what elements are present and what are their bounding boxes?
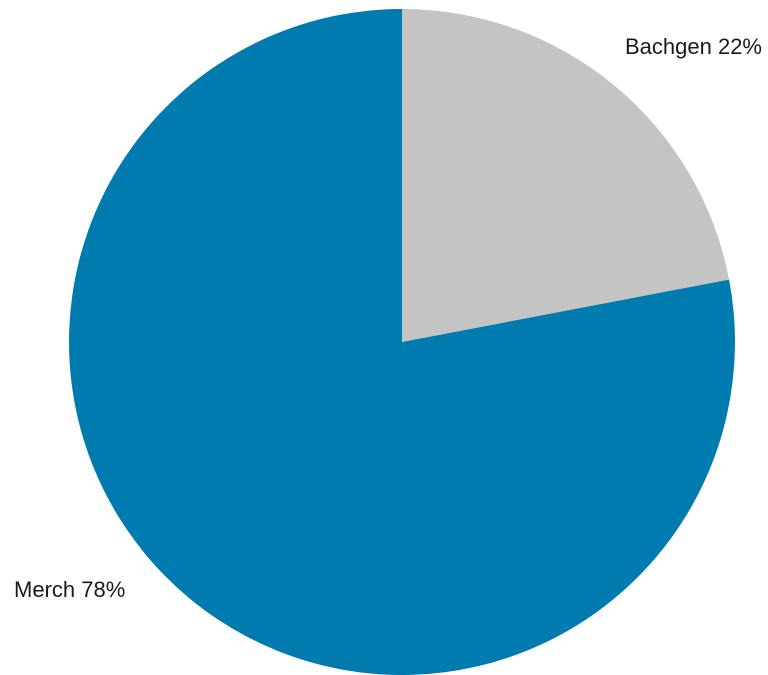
slice-label-merch: Merch 78% xyxy=(14,577,125,602)
slice-label-bachgen: Bachgen 22% xyxy=(625,34,762,59)
pie-slices xyxy=(68,9,735,675)
pie-slice-bachgen xyxy=(402,9,730,342)
pie-slice-merch xyxy=(68,9,735,675)
